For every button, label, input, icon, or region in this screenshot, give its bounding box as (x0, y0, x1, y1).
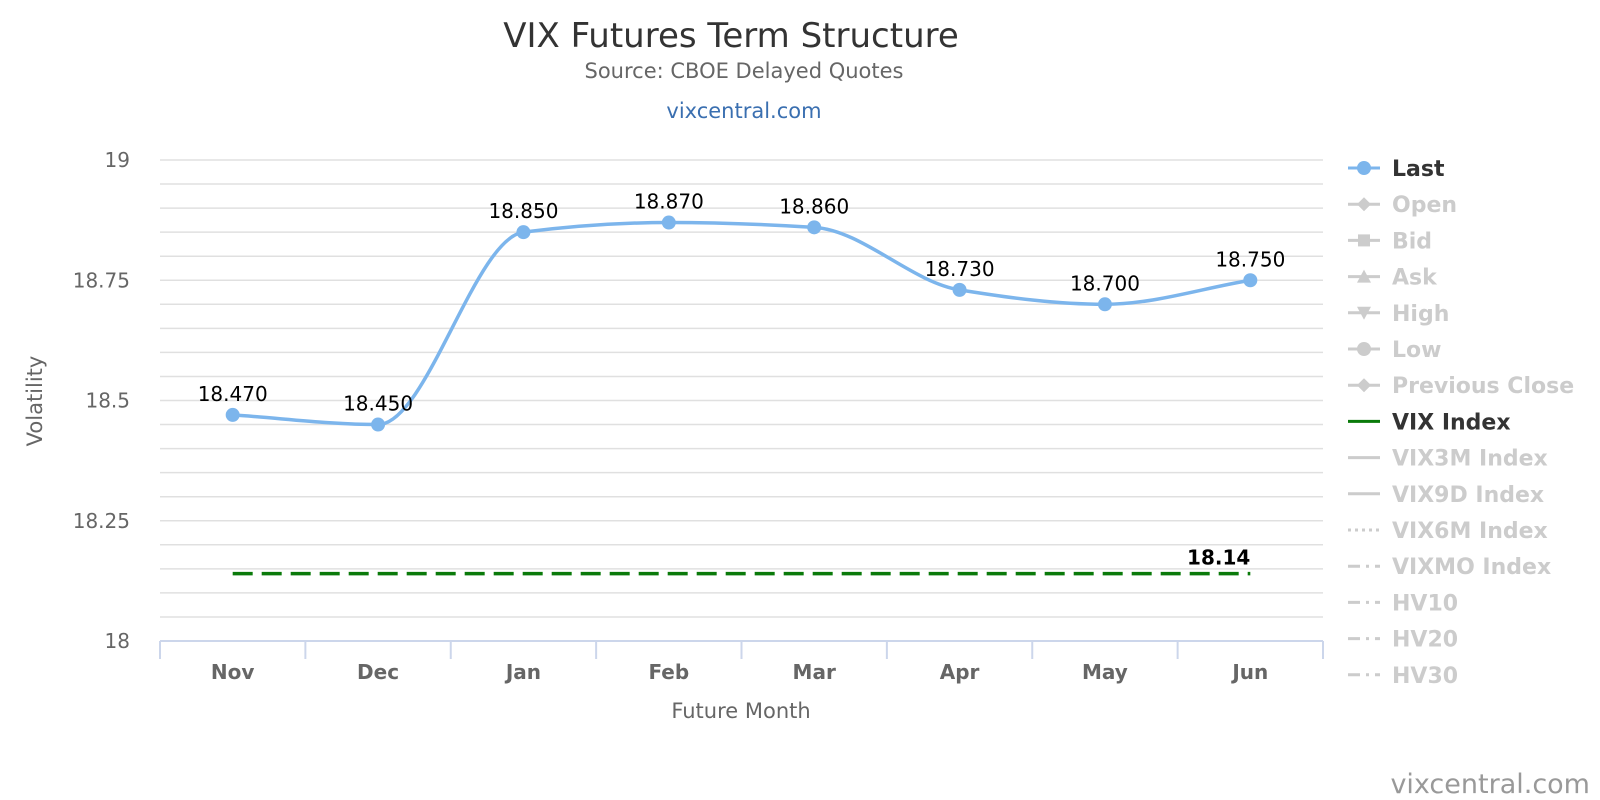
last-series-point (661, 215, 676, 230)
y-tick-label: 18 (105, 629, 130, 653)
legend-label: Ask (1392, 266, 1438, 291)
legend-marker (1357, 378, 1371, 393)
x-axis-title: Future Month (671, 699, 810, 723)
legend-label: HV20 (1392, 628, 1458, 653)
legend-item[interactable]: VIX3M Index (1348, 447, 1548, 472)
legend-label: Open (1392, 193, 1457, 218)
y-tick-label: 18.5 (85, 389, 130, 413)
last-series-data-label: 18.850 (488, 199, 558, 223)
last-series-data-label: 18.730 (925, 257, 995, 281)
legend-marker (1357, 342, 1371, 356)
chart-subtitle: Source: CBOE Delayed Quotes (585, 59, 904, 83)
x-tick-label: Nov (211, 660, 255, 684)
legend-item[interactable]: VIX Index (1348, 410, 1511, 435)
grid (160, 159, 1323, 618)
legend-label: VIX9D Index (1392, 483, 1544, 508)
legend-item[interactable]: HV10 (1348, 591, 1458, 616)
legend-marker (1357, 269, 1371, 283)
legend-label: VIX3M Index (1392, 447, 1548, 472)
last-series-point (952, 282, 967, 297)
legend-label: High (1392, 302, 1449, 327)
legend-marker (1357, 197, 1371, 212)
legend-item[interactable]: VIX9D Index (1348, 483, 1544, 508)
last-series-data-label: 18.870 (634, 190, 704, 214)
source-link[interactable]: vixcentral.com (666, 99, 821, 123)
last-series-point (516, 225, 531, 240)
y-tick-label: 19 (105, 148, 130, 172)
legend-item[interactable]: Ask (1348, 266, 1438, 291)
legend-marker (1357, 161, 1371, 175)
legend-marker (1357, 306, 1371, 320)
x-tick-label: Dec (357, 660, 399, 684)
series: 18.14 18.470 18.450 18.850 18.870 18.860 18.73… (198, 190, 1285, 576)
legend-label: HV10 (1392, 591, 1458, 616)
legend-item[interactable]: Last (1348, 157, 1445, 182)
legend-label: Last (1392, 157, 1445, 182)
x-tick-label: Apr (940, 660, 980, 684)
last-series-point (1097, 297, 1112, 312)
last-series-point (371, 417, 386, 432)
legend-item[interactable]: HV20 (1348, 628, 1458, 653)
x-tick-label: Jan (504, 660, 541, 684)
legend-label: Low (1392, 338, 1441, 363)
legend-item[interactable]: Previous Close (1348, 374, 1574, 399)
y-tick-label: 18.75 (73, 268, 130, 292)
legend-item[interactable]: Low (1348, 338, 1441, 363)
credit-text[interactable]: vixcentral.com (1390, 769, 1590, 800)
x-tick-label: Mar (793, 660, 836, 684)
chart-title: VIX Futures Term Structure (503, 16, 959, 56)
y-tick-label: 18.25 (73, 509, 130, 533)
last-series-data-label: 18.860 (779, 194, 849, 218)
legend: Last Open Bid Ask High Low Previous Close VIX I… (1348, 157, 1574, 689)
x-tick-label: Jun (1230, 660, 1268, 684)
legend-item[interactable]: VIX6M Index (1348, 519, 1548, 544)
legend-label: Bid (1392, 229, 1432, 254)
last-series-data-label: 18.450 (343, 392, 413, 416)
legend-item[interactable]: Bid (1348, 229, 1432, 254)
x-tick-label: May (1082, 660, 1128, 684)
legend-label: VIX Index (1392, 410, 1511, 435)
x-tick-label: Feb (648, 660, 689, 684)
last-series-point (225, 407, 240, 422)
legend-marker (1358, 234, 1370, 247)
x-axis: Nov Dec Jan Feb Mar Apr May Jun (159, 640, 1324, 684)
vix-index-data-label: 18.14 (1187, 546, 1250, 570)
last-series-line (232, 220, 1251, 427)
y-axis: 18 18.25 18.5 18.75 19 (73, 148, 130, 653)
y-axis-title: Volatility (23, 356, 47, 447)
legend-label: VIXMO Index (1392, 555, 1551, 580)
last-series-point (1243, 273, 1258, 288)
last-series-data-label: 18.700 (1070, 271, 1140, 295)
legend-item[interactable]: Open (1348, 193, 1457, 218)
legend-label: VIX6M Index (1392, 519, 1548, 544)
legend-label: HV30 (1392, 664, 1458, 689)
last-series-data-label: 18.470 (198, 382, 268, 406)
last-series-data-label: 18.750 (1215, 247, 1285, 271)
legend-item[interactable]: High (1348, 302, 1449, 327)
legend-label: Previous Close (1392, 374, 1574, 399)
legend-item[interactable]: VIXMO Index (1348, 555, 1551, 580)
legend-item[interactable]: HV30 (1348, 664, 1458, 689)
last-series-point (807, 220, 822, 235)
